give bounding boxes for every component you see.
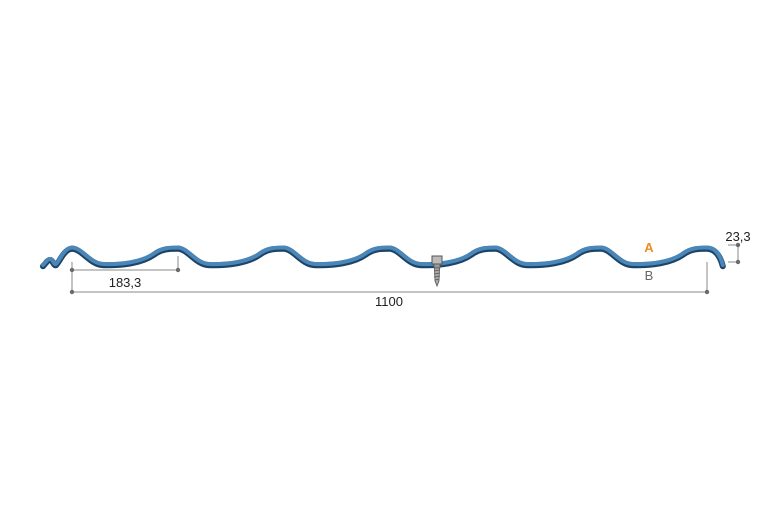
screw-icon	[431, 255, 443, 288]
height-dimension-label: 23,3	[725, 229, 750, 244]
side-a-label: A	[644, 240, 654, 255]
dimension-lines	[71, 244, 739, 293]
sheet-profile	[41, 245, 725, 267]
width-dimension-label: 1100	[375, 294, 403, 309]
pitch-dimension-label: 183,3	[109, 275, 142, 290]
side-b-label: B	[645, 268, 654, 283]
dimension-dots	[69, 242, 741, 295]
